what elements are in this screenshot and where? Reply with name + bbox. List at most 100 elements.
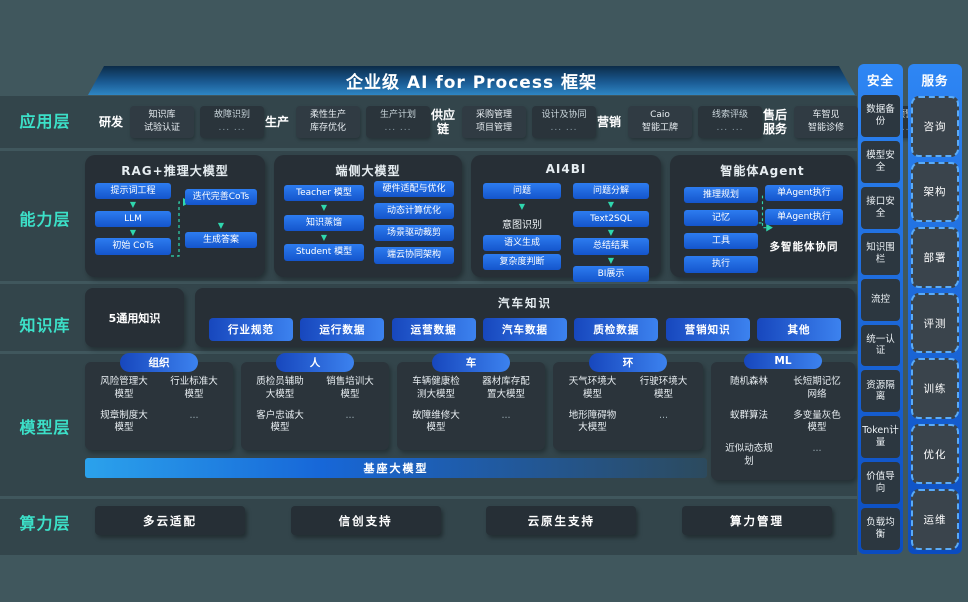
app-feature-line: 故障识别 (213, 109, 250, 120)
app-feature-line: 知识库 (148, 109, 176, 120)
model-cell: ... (658, 409, 669, 421)
capability-box-title: AI4BI (545, 162, 587, 176)
layer-label-application: 应用层 (19, 112, 71, 131)
app-group-label: 生产 (264, 114, 289, 129)
rag-left-flow: 提示词工程 ▼ LLM ▼ 初始 CoTs (95, 183, 171, 255)
knowledge-pill: 运行数据 (300, 318, 385, 341)
capability-box-title: 智能体Agent (720, 164, 805, 178)
flow-node: 工具 (684, 233, 758, 250)
flow-node: 复杂度判断 (483, 253, 561, 271)
flow-node: 单Agent执行 (765, 185, 843, 202)
foundation-model-bar: 基座大模型 (85, 458, 707, 478)
security-item: 接口安全 (861, 186, 900, 229)
model-cells: 质检员辅助大模型 销售培训大模型 客户忠诚大模型 ... (241, 362, 389, 441)
app-feature-box: 车智见 智能诊修 (794, 105, 858, 139)
flow-node: 意图识别 (502, 219, 542, 231)
model-cell: 规章制度大模型 (100, 409, 148, 434)
model-cell: 销售培训大模型 (326, 376, 374, 400)
model-group-tag: ML (744, 353, 822, 369)
flow-node: 生成答案 (185, 231, 257, 248)
security-item: 负载均衡 (861, 508, 900, 551)
knowledge-pill: 质检数据 (574, 318, 659, 341)
model-cell: ... (812, 443, 822, 455)
app-feature-line: ... ... (550, 123, 578, 133)
service-item: 评测 (911, 292, 959, 354)
compute-item: 算力管理 (681, 506, 832, 535)
app-group-production: 生产 柔性生产库存优化 生产计划 ... ... (264, 105, 430, 139)
flow-node: Teacher 模型 (284, 185, 364, 202)
arrow-down-icon: ▼ (607, 227, 615, 237)
app-feature-box: 知识库 试验认证 (130, 105, 194, 139)
arrow-down-icon: ▼ (320, 232, 328, 242)
arrow-down-icon: ▼ (607, 200, 615, 210)
model-cells: 随机森林 长短期记忆网络 蚁群算法 多变量灰色模型 近似动态规划 ... (711, 362, 855, 475)
arrow-down-icon: ▼ (607, 255, 615, 265)
edge-left-flow: Teacher 模型 ▼ 知识蒸馏 ▼ Student 模型 (284, 185, 364, 261)
service-item: 咨询 (911, 96, 959, 157)
model-cell: 蚁群算法 (729, 409, 768, 421)
app-feature-box: 柔性生产 库存优化 (296, 105, 360, 139)
multi-agent-caption: 多智能体协同 (769, 241, 839, 254)
service-item: 架构 (911, 161, 959, 223)
flow-node: BI展示 (573, 266, 649, 283)
knowledge-pill: 其他 (756, 318, 841, 341)
model-group-tag: 人 (276, 353, 354, 372)
flow-node: Text2SQL (573, 210, 649, 227)
model-group-environment: 环 天气环境大模型 行驶环境大模型 地形障碍物大模型 ... (553, 353, 703, 450)
app-feature-line: 采购管理 (475, 109, 512, 120)
model-group-tag: 环 (589, 353, 667, 372)
security-item: 流控 (861, 278, 900, 321)
diagram-title: 企业级 AI for Process 框架 (88, 66, 855, 95)
arrow-down-icon: ▼ (129, 227, 137, 237)
layer-label-compute: 算力层 (19, 514, 71, 533)
model-cell: 多变量灰色模型 (793, 409, 841, 434)
flow-node: Student 模型 (284, 244, 364, 261)
arrow-down-icon: ▼ (129, 200, 137, 210)
security-header: 安全 (866, 73, 894, 88)
knowledge-pill: 运营数据 (391, 318, 476, 341)
general-knowledge-box: 5通用知识 (85, 288, 184, 347)
app-feature-line: ... ... (384, 123, 412, 133)
service-header: 服务 (921, 73, 949, 88)
security-item: 知识围栏 (861, 232, 900, 275)
knowledge-layer-row: 5通用知识 汽车知识 行业规范 运行数据 运营数据 汽车数据 质检数据 营销知识… (85, 288, 855, 347)
model-cell: 行业标准大模型 (170, 376, 218, 400)
flow-node: 场景驱动裁剪 (374, 225, 454, 242)
flow-node: 执行 (684, 256, 758, 273)
app-feature-line: Caio (650, 109, 670, 120)
capability-box-agent: 智能体Agent 推理规划 记忆 工具 执行 单Agent执行 单Agent执行… (670, 155, 855, 277)
model-group-tag: 组织 (120, 353, 198, 372)
model-cell: 随机森林 (729, 376, 768, 387)
agent-components-list: 推理规划 记忆 工具 执行 (684, 187, 758, 273)
flow-node: 总结结果 (573, 238, 649, 255)
capability-layer-row: RAG+推理大模型 提示词工程 ▼ LLM ▼ 初始 CoTs 迭代完善CoTs… (85, 155, 855, 283)
app-feature-line: 库存优化 (309, 123, 346, 133)
security-column: 安全 数据备份 模型安全 接口安全 知识围栏 流控 统一认证 资源隔离 Toke… (858, 64, 903, 554)
knowledge-pill: 行业规范 (209, 318, 293, 341)
model-cell: ... (501, 409, 511, 421)
model-cells: 车辆健康检测大模型 器材库存配置大模型 故障维修大模型 ... (397, 362, 545, 441)
service-item: 部署 (911, 227, 959, 288)
app-feature-line: 智能诊修 (807, 123, 844, 133)
model-cells: 风险管理大模型 行业标准大模型 规章制度大模型 ... (85, 362, 233, 441)
app-feature-line: 生产计划 (379, 109, 416, 120)
compute-layer-row: 多云适配 信创支持 云原生支持 算力管理 (95, 506, 832, 535)
arrow-down-icon: ▼ (217, 221, 225, 231)
flow-node: 动态计算优化 (374, 203, 454, 220)
app-feature-box: 线索评级 ... ... (698, 105, 762, 139)
model-cell: 地形障碍物大模型 (568, 409, 617, 434)
model-layer-row: 组织 风险管理大模型 行业标准大模型 规章制度大模型 ... 人 质检员辅助大模… (85, 353, 855, 496)
app-group-supply-chain: 供应链 采购管理 项目管理 设计及协同 ... ... (430, 105, 596, 139)
flow-node: 语义生成 (483, 234, 561, 251)
app-feature-line: 柔性生产 (309, 109, 346, 120)
flow-node: 硬件适配与优化 (374, 181, 454, 198)
model-cells: 天气环境大模型 行驶环境大模型 地形障碍物大模型 ... (553, 362, 703, 441)
service-item: 优化 (911, 423, 959, 485)
flow-node: 推理规划 (684, 187, 758, 204)
app-feature-line: 试验认证 (143, 123, 180, 133)
model-group-ml: ML 随机森林 长短期记忆网络 蚁群算法 多变量灰色模型 近似动态规划 ... (711, 353, 855, 480)
model-cell: 行驶环境大模型 (639, 376, 688, 400)
flow-node: 问题分解 (573, 183, 649, 200)
security-item: 模型安全 (861, 140, 900, 183)
rag-right-flow: 迭代完善CoTs ▼ 生成答案 (185, 189, 257, 248)
